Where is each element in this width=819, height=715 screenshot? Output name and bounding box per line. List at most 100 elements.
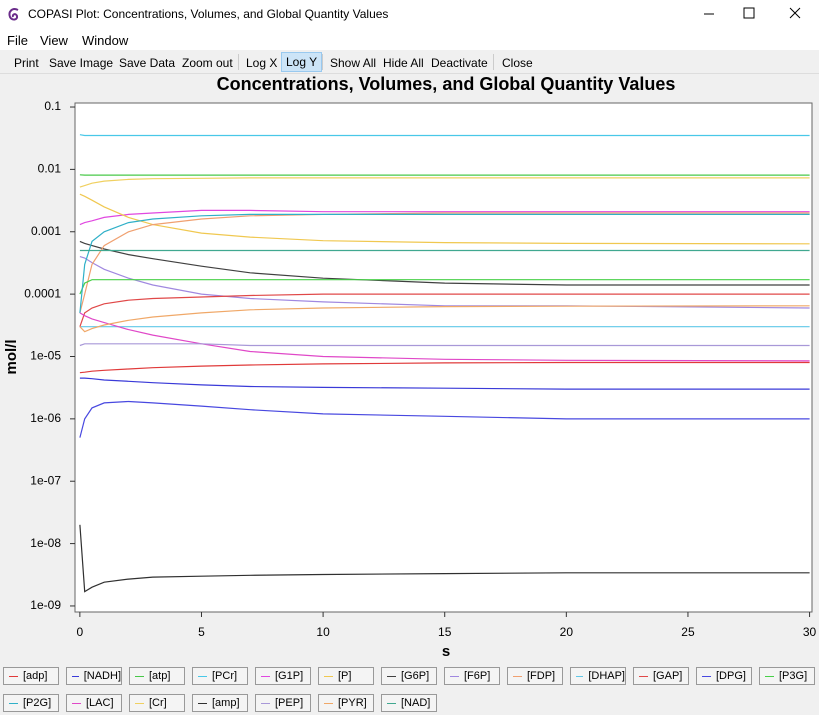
legend-swatch [387,675,396,677]
legend-item[interactable]: [G6P] [381,667,437,685]
series-line [79,213,810,313]
x-tick-label: 15 [438,625,452,639]
legend-swatch [324,702,333,704]
legend-item[interactable]: [NAD] [381,694,437,712]
series-line [79,177,810,188]
legend-label: [P3G] [779,670,808,682]
legend-item[interactable]: [PEP] [255,694,311,712]
legend-label: [DHAP] [588,670,625,682]
toolbar-button[interactable]: Log Y [281,52,323,72]
legend-label: [NAD] [401,697,431,709]
menu-item[interactable]: Window [82,33,129,48]
toolbar-button[interactable]: Print [14,56,39,70]
menu-bar: File View Window [0,28,819,50]
legend-label: [G1P] [275,670,304,682]
toolbar-button[interactable]: Log X [246,56,278,70]
legend-label: [PEP] [275,697,304,709]
series-line [79,305,810,333]
y-axis-label: mol/l [3,339,20,374]
legend-item[interactable]: [atp] [129,667,185,685]
menu-item[interactable]: File [7,33,28,48]
plot-area [74,102,813,613]
series-line [79,279,810,295]
y-tick-label: 0.1 [44,99,61,113]
y-tick-label: 1e-09 [30,598,61,612]
legend-item[interactable]: [P2G] [3,694,59,712]
separator [238,54,239,70]
legend-swatch [72,702,81,704]
app-icon [8,8,19,21]
legend-label: [PCr] [212,670,238,682]
toolbar-button[interactable]: Deactivate [431,56,488,70]
y-tick-label: 0.001 [31,224,61,238]
y-tick-label: 1e-06 [30,411,61,425]
legend-swatch [765,675,774,677]
toolbar-button[interactable]: Save Image [49,56,114,70]
toolbar-button[interactable]: Zoom out [182,56,233,70]
legend-label: [PYR] [338,697,367,709]
series-line [79,209,810,226]
x-tick-label: 5 [198,625,205,639]
legend-item[interactable]: [PCr] [192,667,248,685]
series-line [79,134,810,137]
legend-swatch [198,702,207,704]
series-line [79,312,810,362]
legend-item[interactable]: [F6P] [444,667,500,685]
legend-swatch [198,675,207,677]
legend-label: [DPG] [716,670,746,682]
title-bar: COPASI Plot: Concentrations, Volumes, an… [0,0,819,28]
legend-item[interactable]: [GAP] [633,667,689,685]
legend-label: [adp] [23,670,48,682]
separator [322,54,323,70]
toolbar-button[interactable]: Hide All [383,56,424,70]
series-line [79,524,810,593]
y-tick-label: 1e-08 [30,536,61,550]
toolbar-button[interactable]: Show All [330,56,377,70]
toolbar: Print Save Image Save Data Zoom out Log … [0,51,819,74]
legend-swatch [387,702,396,704]
toolbar-button[interactable]: Save Data [119,56,176,70]
legend-item[interactable]: [DPG] [696,667,752,685]
series-line [79,293,810,327]
legend-swatch [261,675,270,677]
menu-item[interactable]: View [40,33,68,48]
series-line [79,377,810,390]
legend-item[interactable]: [FDP] [507,667,563,685]
series-line [79,193,810,245]
legend-swatch [72,675,79,677]
chart: Concentrations, Volumes, and Global Quan… [3,74,817,660]
legend-swatch [324,675,333,677]
legend-item[interactable]: [DHAP] [570,667,626,685]
legend-item[interactable]: [G1P] [255,667,311,685]
legend-label: [GAP] [653,670,683,682]
legend-item[interactable]: [P3G] [759,667,815,685]
series-line [79,212,810,314]
legend-swatch [9,675,18,677]
legend-item[interactable]: [Cr] [129,694,185,712]
legend-item[interactable]: [NADH] [66,667,122,685]
x-tick-label: 30 [803,625,817,639]
legend-item[interactable]: [PYR] [318,694,374,712]
legend-item[interactable]: [amp] [192,694,248,712]
y-tick-label: 1e-07 [30,473,61,487]
y-tick-label: 1e-05 [30,349,61,363]
legend-swatch [639,675,648,677]
y-tick-label: 0.01 [38,162,62,176]
legend-item[interactable]: [P] [318,667,374,685]
x-tick-label: 0 [77,625,84,639]
y-tick-label: 0.0001 [24,286,61,300]
legend-swatch [135,702,144,704]
legend-label: [F6P] [464,670,491,682]
x-tick-label: 10 [316,625,330,639]
series-line [79,256,810,309]
legend-label: [NADH] [83,670,121,682]
series-line [79,361,810,374]
legend-item[interactable]: [adp] [3,667,59,685]
legend-swatch [702,675,711,677]
window-controls[interactable] [690,0,819,28]
legend-label: [atp] [149,670,171,682]
x-tick-label: 20 [560,625,574,639]
legend-item[interactable]: [LAC] [66,694,122,712]
toolbar-button[interactable]: Close [502,56,533,70]
